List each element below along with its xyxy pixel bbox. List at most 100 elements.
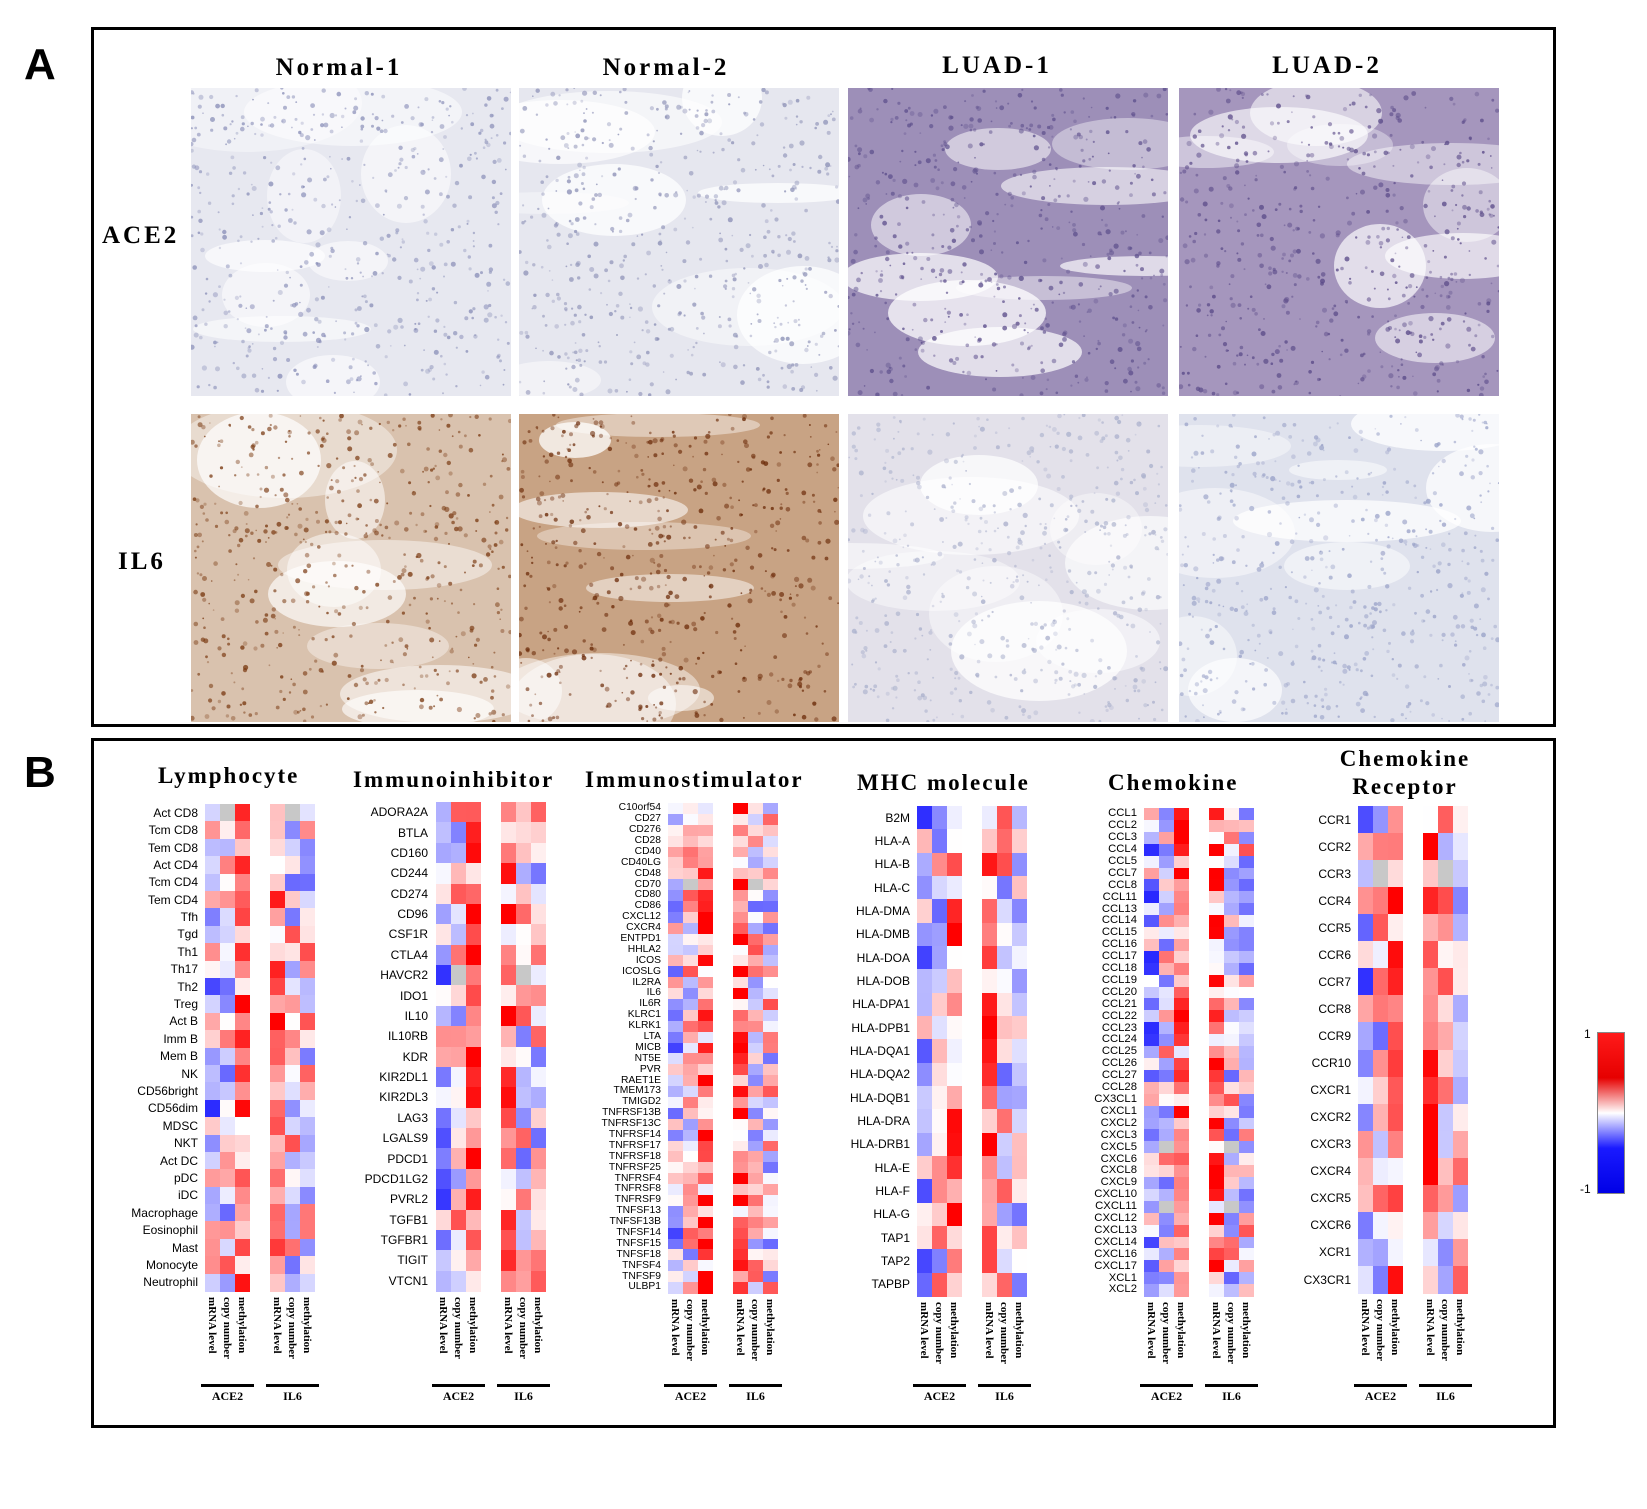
tissue-image-ace2-normal-1 [191, 88, 511, 396]
heatmap-cell [1012, 1156, 1027, 1180]
heatmap-cell [1159, 962, 1174, 976]
heatmap-cell [932, 1202, 947, 1227]
heatmap-cell [1224, 1046, 1239, 1059]
heatmap-cell [683, 1282, 698, 1294]
row-label-ace2: ACE2 [102, 222, 180, 249]
row-label: TNFSF13 [616, 1205, 661, 1217]
heatmap-cell [1373, 995, 1388, 1024]
row-label: LAG3 [397, 1110, 428, 1125]
heatmap-cell [917, 992, 932, 1017]
heatmap-cell [698, 868, 713, 880]
heatmap-cell [1224, 891, 1239, 904]
heatmap-cell [516, 1189, 531, 1211]
heatmap-cell [1144, 1272, 1159, 1285]
heatmap-cell [220, 908, 235, 927]
heatmap-cell [516, 1087, 531, 1109]
heatmap-cell [748, 1216, 763, 1229]
heatmap-cell [531, 802, 546, 823]
heatmap-cell [466, 1189, 481, 1211]
heatmap-cell [763, 1162, 778, 1174]
heatmap-cell [1239, 903, 1254, 916]
row-label: CXCL9 [1100, 1176, 1137, 1189]
heatmap-cell [1438, 860, 1453, 888]
column-label: copy number [452, 1297, 464, 1360]
heatmap-cell [436, 863, 451, 885]
row-label: TAPBP [871, 1277, 910, 1292]
tissue-image-il6-luad-2 [1179, 414, 1499, 722]
heatmap-cell [1174, 1034, 1189, 1047]
row-label: TAP1 [880, 1230, 910, 1245]
column-label: mRNA level [669, 1299, 681, 1356]
heatmap-cell [1174, 915, 1189, 928]
heatmap-cell [997, 1179, 1012, 1204]
heatmap-cell [1358, 1022, 1373, 1051]
heatmap-cell [1358, 1265, 1373, 1294]
row-label: CXCR2 [1310, 1110, 1351, 1125]
heatmap-cell [947, 1272, 962, 1297]
row-label: CXCL11 [1095, 1200, 1137, 1213]
row-label: CXCL3 [1100, 1128, 1137, 1141]
heatmap-cell [932, 1249, 947, 1274]
heatmap-cell [733, 857, 748, 869]
heatmap-cell [982, 829, 997, 854]
heatmap-cell [205, 838, 220, 857]
heatmap-cell [683, 1227, 698, 1240]
heatmap-cell [436, 822, 451, 844]
heatmap-cell [763, 1064, 778, 1076]
row-label: KLRC1 [627, 1009, 661, 1021]
group-bracket [1354, 1384, 1407, 1387]
heatmap-cell [748, 1107, 763, 1120]
row-label: CD86 [634, 900, 661, 912]
heatmap-cell [698, 1227, 713, 1240]
heatmap-cell [1174, 1284, 1189, 1297]
heatmap-cell [300, 1030, 315, 1049]
heatmap-cell [501, 944, 516, 966]
heatmap-cell [668, 966, 683, 978]
heatmap-cell [748, 890, 763, 902]
heatmap-cell [1174, 938, 1189, 952]
heatmap-cell [947, 969, 962, 994]
heatmap-cell [1373, 1130, 1388, 1159]
row-label: MDSC [162, 1118, 198, 1133]
heatmap-cell [763, 901, 778, 913]
heatmap-cell [932, 806, 947, 830]
heatmap-cell [1239, 1058, 1254, 1071]
heatmap-cell [982, 899, 997, 924]
heatmap-cell [733, 911, 748, 924]
heatmap-cell [733, 1020, 748, 1033]
heatmap-cell [1438, 1076, 1453, 1105]
heatmap-cell [748, 1238, 763, 1251]
heatmap-cell [531, 1026, 546, 1048]
heatmap-cell [668, 803, 683, 815]
heatmap-cell [235, 1151, 250, 1170]
heatmap-cell [748, 1151, 763, 1163]
heatmap-cell [1358, 860, 1373, 888]
row-label: TNFSF14 [616, 1226, 661, 1238]
heatmap-cell [917, 1109, 932, 1134]
heatmap-cell [516, 1229, 531, 1251]
heatmap-cell [270, 1204, 285, 1222]
row-label: CXCL10 [1094, 1188, 1137, 1201]
heatmap-cell [748, 955, 763, 967]
heatmap-cell [748, 1260, 763, 1272]
heatmap-cell [748, 879, 763, 891]
heatmap-cell [1174, 1212, 1189, 1226]
heatmap-cell [763, 1020, 778, 1033]
heatmap-cell [1438, 1103, 1453, 1132]
column-label: mRNA level [1359, 1299, 1371, 1356]
heatmap-cell [763, 890, 778, 902]
heatmap-cell [1453, 1157, 1468, 1186]
heatmap-cell [1209, 1188, 1224, 1202]
heatmap-cell [748, 1184, 763, 1196]
row-label: TNFRSF13B [602, 1107, 661, 1119]
panel-a-frame: Normal-1 Normal-2 LUAD-1 LUAD-2 ACE2 IL6 [91, 27, 1556, 727]
row-label: CCL28 [1101, 1081, 1137, 1094]
heatmap-cell [698, 955, 713, 967]
heatmap-cell [220, 960, 235, 979]
heatmap-cell [947, 1249, 962, 1274]
heatmap-cell [1373, 1049, 1388, 1078]
heatmap-cell [436, 1209, 451, 1231]
heatmap-cell [436, 1250, 451, 1272]
heatmap-cell [683, 813, 698, 826]
heatmap-cell [220, 1169, 235, 1188]
